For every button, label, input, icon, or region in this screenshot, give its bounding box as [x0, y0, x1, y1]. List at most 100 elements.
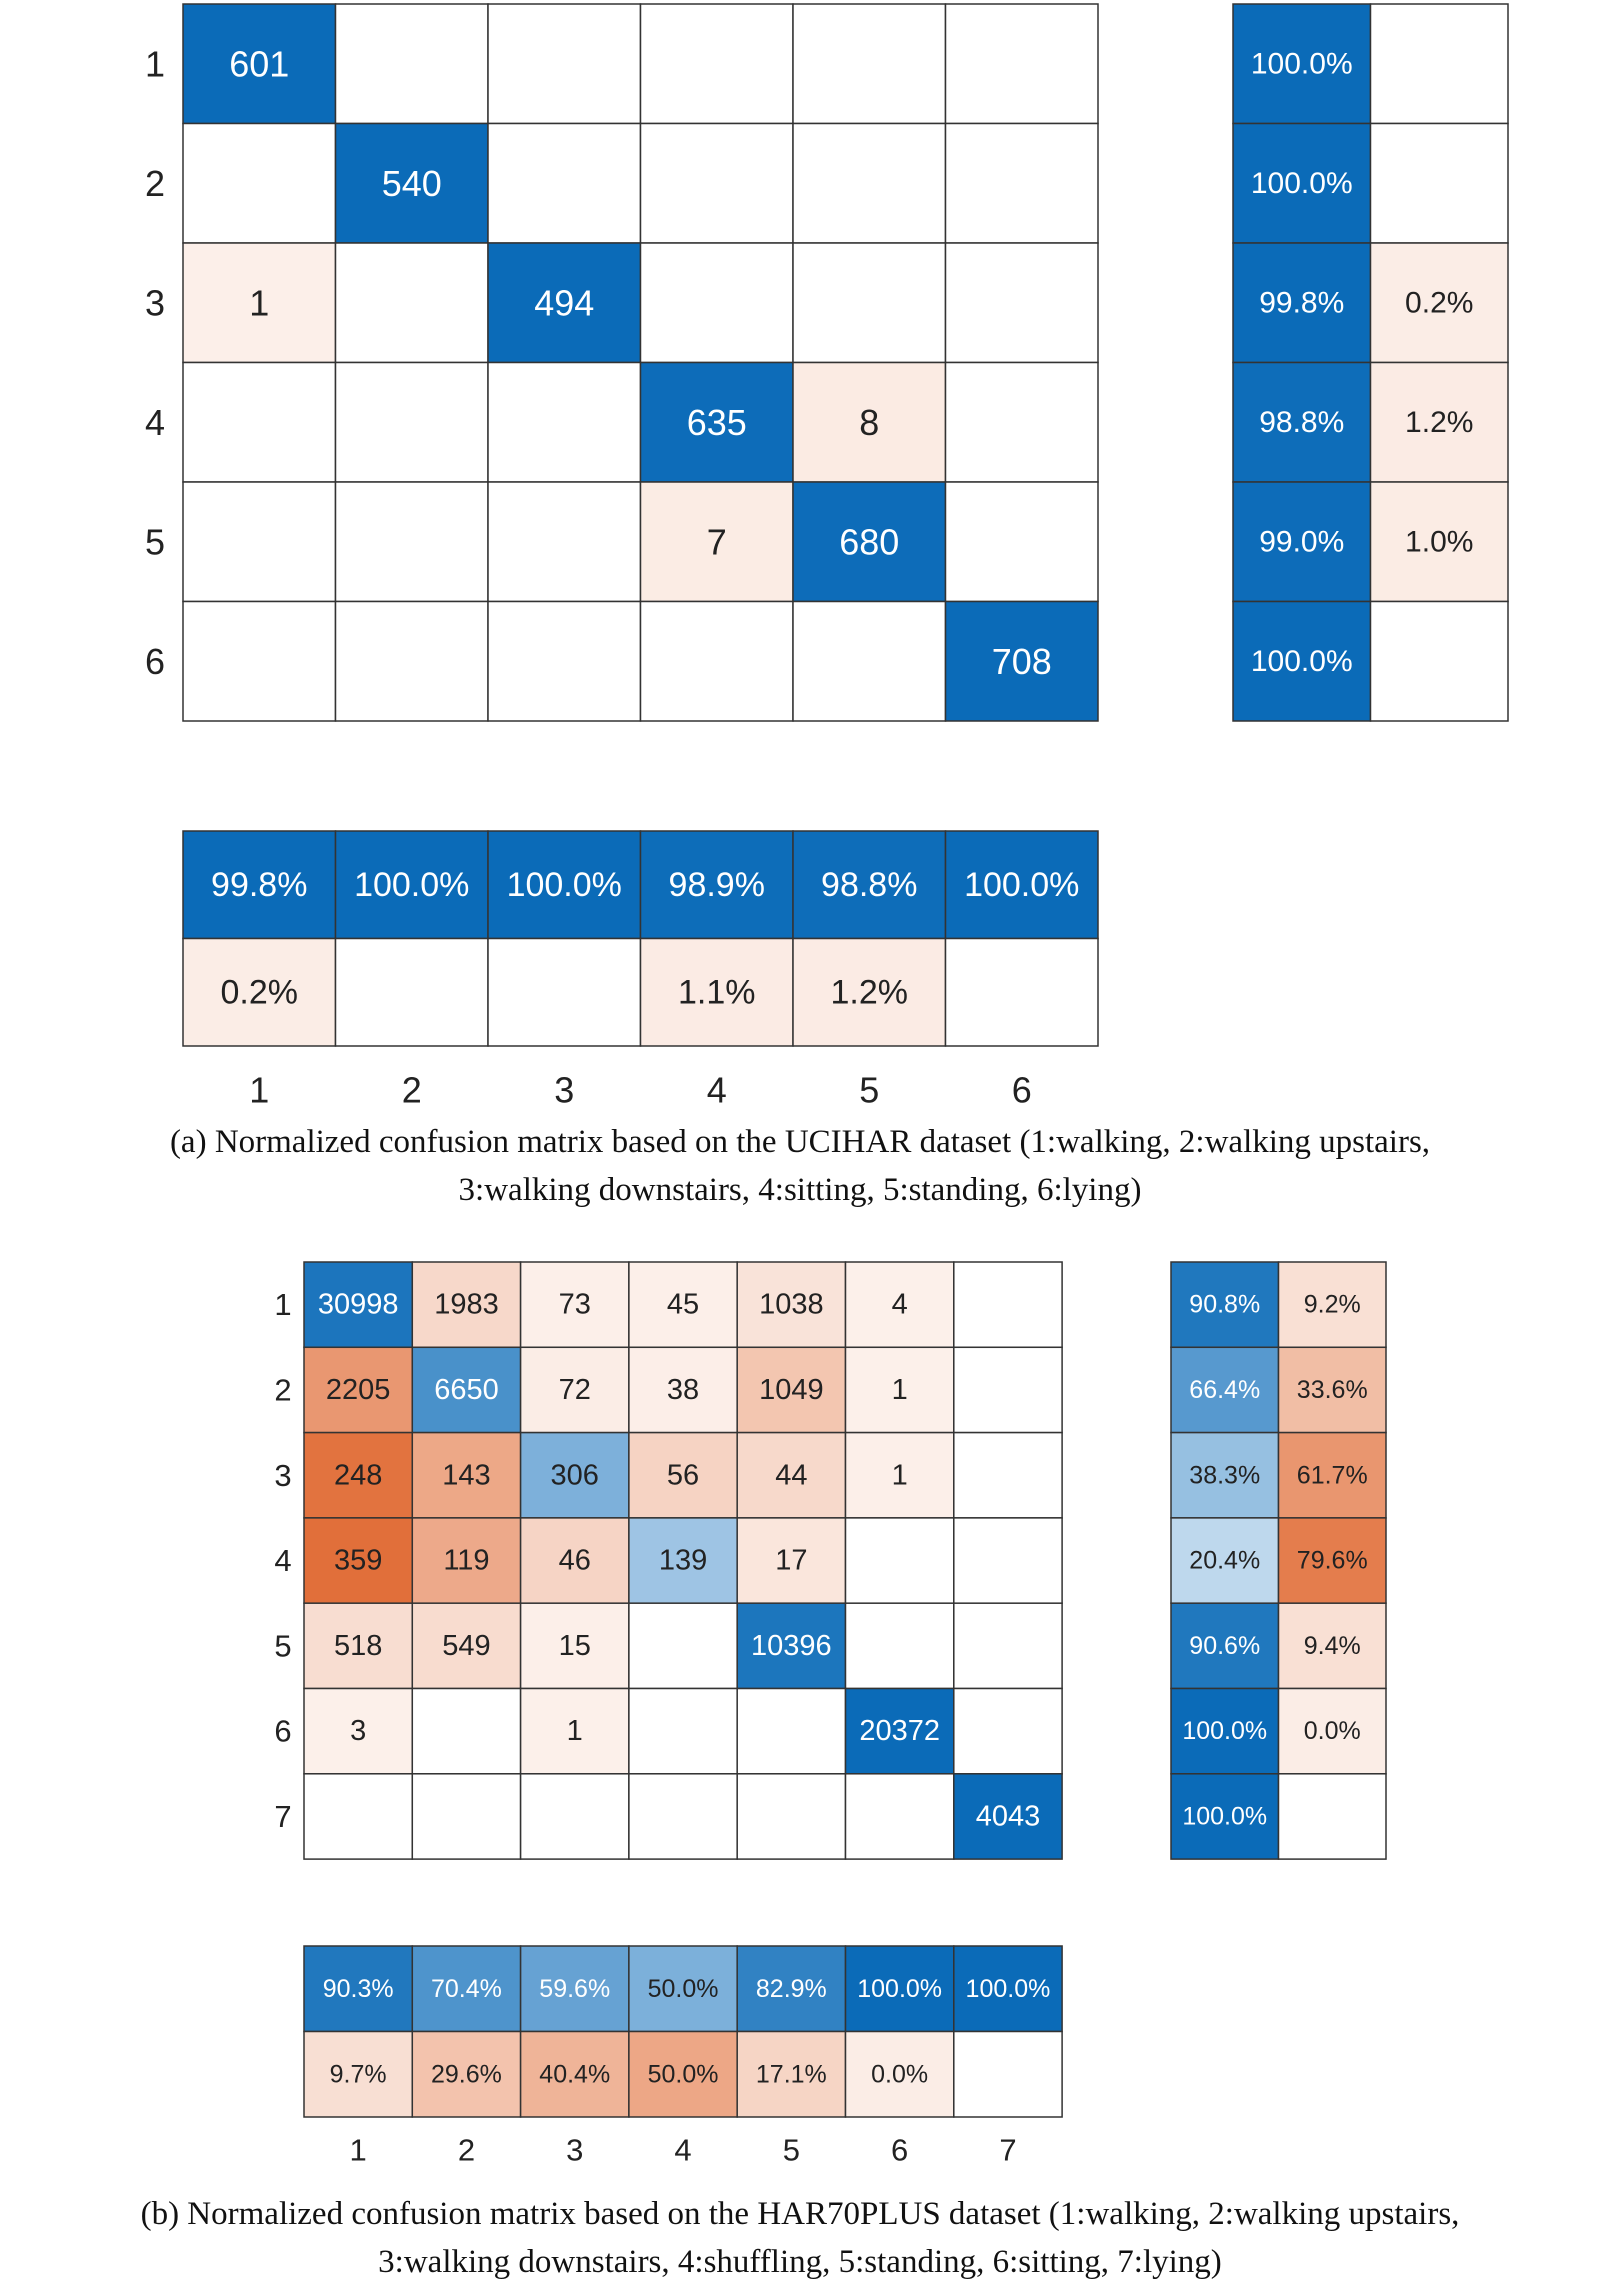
- col-summary-a-correct-text-c3: 100.0%: [507, 866, 622, 904]
- matrix-b-value-r1-c5: 1038: [759, 1289, 824, 1321]
- row-summary-b-correct-r7: [1170, 1773, 1280, 1860]
- matrix-a-cell-r1-c4: [639, 3, 794, 125]
- col-summary-a-correct-c5: [792, 830, 947, 940]
- matrix-b-row-label-4: 4: [274, 1543, 291, 1578]
- col-summary-a-correct-c3: [487, 830, 642, 940]
- matrix-a-cell-r5-c6: [944, 481, 1099, 603]
- matrix-a-cell-r3-c6: [944, 242, 1099, 364]
- matrix-b-cell-r5-c3: [519, 1602, 630, 1690]
- row-summary-b-correct-text-r1: 90.8%: [1189, 1291, 1260, 1319]
- col-summary-a-error-c5: [792, 937, 947, 1047]
- matrix-b-cell-r7-c1: [303, 1773, 414, 1860]
- matrix-a-cell-r2-c5: [792, 122, 947, 244]
- caption-b: (b) Normalized confusion matrix based on…: [0, 2190, 1600, 2286]
- col-summary-b-correct-text-c6: 100.0%: [857, 1975, 942, 2003]
- matrix-b-cell-r3-c1: [303, 1431, 414, 1519]
- matrix-b-row-label-6: 6: [274, 1714, 291, 1749]
- matrix-a-cell-r6-c2: [334, 600, 489, 722]
- row-summary-b-error-r6: [1277, 1687, 1387, 1775]
- row-summary-b-error-text-r5: 9.4%: [1304, 1632, 1361, 1660]
- col-summary-a-correct-c4: [639, 830, 794, 940]
- matrix-b-cell-r4-c1: [303, 1517, 414, 1604]
- row-summary-a-error-r2: [1369, 122, 1509, 244]
- matrix-b-cell-r1-c4: [628, 1261, 738, 1349]
- matrix-b-cell-r7-c7: [953, 1773, 1063, 1860]
- matrix-b-value-r4-c2: 119: [443, 1545, 489, 1577]
- row-summary-a-correct-r1: [1232, 3, 1372, 125]
- col-summary-a-correct-text-c1: 99.8%: [211, 866, 307, 904]
- row-summary-a-error-text-r3: 0.2%: [1405, 286, 1473, 319]
- matrix-b-value-r3-c6: 1: [892, 1459, 908, 1491]
- col-summary-b-error-c2: [411, 2030, 522, 2118]
- row-summary-a-error-r3: [1369, 242, 1509, 364]
- matrix-b-value-r7-c7: 4043: [976, 1800, 1041, 1832]
- matrix-b-cell-r7-c3: [519, 1773, 630, 1860]
- matrix-b-cell-r5-c7: [953, 1602, 1063, 1690]
- matrix-a-cell-r5-c5: [792, 481, 947, 603]
- matrix-a-cell-r1-c6: [944, 3, 1099, 125]
- row-summary-b-error-r3: [1277, 1431, 1387, 1519]
- row-summary-a-correct-text-r5: 99.0%: [1259, 525, 1344, 558]
- matrix-b-cell-r6-c4: [628, 1687, 738, 1775]
- matrix-a-cell-r6-c4: [639, 600, 794, 722]
- matrix-b-cell-r6-c3: [519, 1687, 630, 1775]
- matrix-b-cell-r3-c3: [519, 1431, 630, 1519]
- row-summary-b-error-text-r6: 0.0%: [1304, 1717, 1361, 1745]
- matrix-b-col-label-3: 3: [566, 2133, 583, 2168]
- matrix-a-cell-r3-c1: [182, 242, 337, 364]
- col-summary-a-error-text-c1: 0.2%: [221, 973, 299, 1011]
- col-summary-b-error-text-c6: 0.0%: [871, 2060, 928, 2088]
- matrix-b-value-r1-c3: 73: [559, 1289, 591, 1321]
- col-summary-a-correct-c2: [334, 830, 489, 940]
- matrix-a-cell-r1-c5: [792, 3, 947, 125]
- matrix-b-cell-r1-c6: [844, 1261, 955, 1349]
- caption-a-line-1: (a) Normalized confusion matrix based on…: [169, 1124, 1431, 1160]
- col-summary-b-correct-text-c5: 82.9%: [756, 1975, 827, 2003]
- caption-b-line-2: 3:walking downstairs, 4:shuffling, 5:sta…: [378, 2244, 1222, 2280]
- matrix-b-value-r6-c3: 1: [567, 1715, 583, 1747]
- row-summary-b-correct-r2: [1170, 1346, 1280, 1434]
- matrix-b-value-r2-c3: 72: [559, 1374, 591, 1406]
- row-summary-a-correct-text-r4: 98.8%: [1259, 406, 1344, 439]
- matrix-a-cell-r6-c5: [792, 600, 947, 722]
- matrix-b-value-r1-c2: 1983: [434, 1289, 499, 1321]
- matrix-b-value-r2-c5: 1049: [759, 1374, 824, 1406]
- matrix-b-cell-r4-c2: [411, 1517, 522, 1604]
- row-summary-a-error-r4: [1369, 361, 1509, 483]
- col-summary-b-error-text-c3: 40.4%: [539, 2060, 610, 2088]
- matrix-b-cell-r6-c1: [303, 1687, 414, 1775]
- col-summary-a-error-c2: [334, 937, 489, 1047]
- matrix-b-value-r1-c4: 45: [667, 1289, 699, 1321]
- matrix-b-value-r1-c6: 4: [892, 1289, 908, 1321]
- matrix-b-cell-r4-c6: [844, 1517, 955, 1604]
- row-summary-a-correct-text-r1: 100.0%: [1251, 47, 1353, 80]
- caption-b-line-1: (b) Normalized confusion matrix based on…: [140, 2196, 1460, 2232]
- matrix-a-col-label-4: 4: [707, 1070, 727, 1111]
- matrix-b-cell-r6-c7: [953, 1687, 1063, 1775]
- col-summary-b-error-text-c5: 17.1%: [756, 2060, 827, 2088]
- matrix-b-value-r5-c5: 10396: [751, 1630, 832, 1662]
- matrix-b-value-r5-c3: 15: [559, 1630, 591, 1662]
- matrix-a-cell-r3-c2: [334, 242, 489, 364]
- row-summary-a-error-r6: [1369, 600, 1509, 722]
- matrix-a-cell-r5-c3: [487, 481, 642, 603]
- row-summary-a-correct-r4: [1232, 361, 1372, 483]
- matrix-a-cell-r4-c3: [487, 361, 642, 483]
- matrix-b-value-r1-c1: 30998: [318, 1289, 399, 1321]
- matrix-a-cell-r4-c4: [639, 361, 794, 483]
- matrix-b-cell-r6-c6: [844, 1687, 955, 1775]
- matrix-b-value-r4-c5: 17: [775, 1545, 807, 1577]
- matrix-b-value-r4-c1: 359: [334, 1545, 382, 1577]
- matrix-a-cell-r4-c6: [944, 361, 1099, 483]
- matrix-a-value-r4-c5: 8: [859, 402, 879, 443]
- col-summary-b-correct-c2: [411, 1945, 522, 2033]
- row-summary-b-error-r7: [1277, 1773, 1387, 1860]
- col-summary-a-error-c6: [944, 937, 1099, 1047]
- matrix-b-value-r4-c4: 139: [659, 1545, 707, 1577]
- matrix-b-row-label-2: 2: [274, 1372, 291, 1407]
- col-summary-b-correct-c3: [519, 1945, 630, 2033]
- row-summary-b-correct-text-r3: 38.3%: [1189, 1461, 1260, 1489]
- matrix-b-col-label-5: 5: [783, 2133, 800, 2168]
- col-summary-b-error-c6: [844, 2030, 955, 2118]
- row-summary-a-correct-text-r2: 100.0%: [1251, 167, 1353, 200]
